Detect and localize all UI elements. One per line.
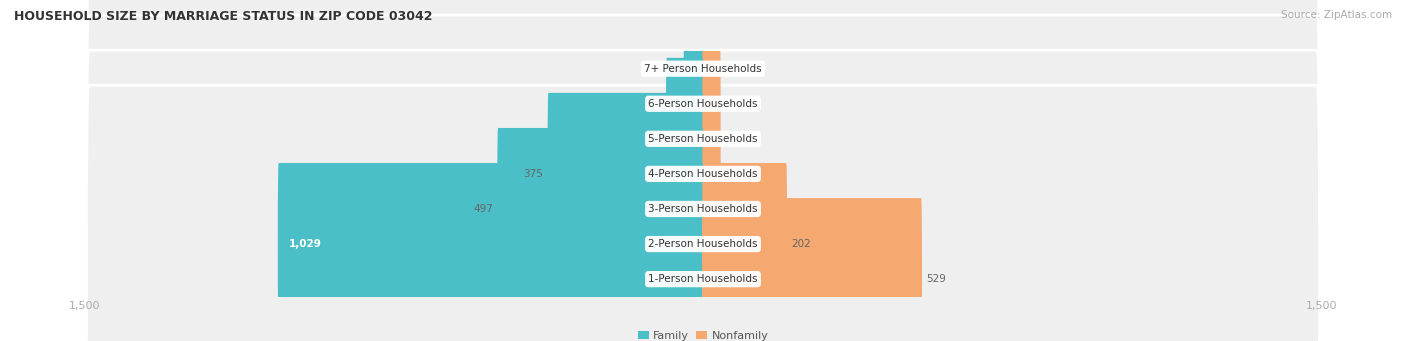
Text: 39: 39 xyxy=(669,64,682,74)
Text: 1,029: 1,029 xyxy=(288,239,322,249)
Text: 375: 375 xyxy=(523,169,543,179)
FancyBboxPatch shape xyxy=(86,0,1320,333)
FancyBboxPatch shape xyxy=(702,198,922,341)
Text: HOUSEHOLD SIZE BY MARRIAGE STATUS IN ZIP CODE 03042: HOUSEHOLD SIZE BY MARRIAGE STATUS IN ZIP… xyxy=(14,10,433,23)
FancyBboxPatch shape xyxy=(666,58,704,220)
FancyBboxPatch shape xyxy=(702,93,720,255)
Text: Source: ZipAtlas.com: Source: ZipAtlas.com xyxy=(1281,10,1392,20)
FancyBboxPatch shape xyxy=(702,0,720,150)
FancyBboxPatch shape xyxy=(86,0,1320,341)
FancyBboxPatch shape xyxy=(547,93,704,255)
Text: 5-Person Households: 5-Person Households xyxy=(648,134,758,144)
FancyBboxPatch shape xyxy=(86,0,1320,298)
FancyBboxPatch shape xyxy=(702,128,720,290)
FancyBboxPatch shape xyxy=(86,0,1320,263)
FancyBboxPatch shape xyxy=(86,15,1320,341)
Text: 0: 0 xyxy=(724,64,731,74)
FancyBboxPatch shape xyxy=(702,23,720,185)
Text: 3-Person Households: 3-Person Households xyxy=(648,204,758,214)
FancyBboxPatch shape xyxy=(278,163,704,325)
FancyBboxPatch shape xyxy=(498,128,704,290)
FancyBboxPatch shape xyxy=(683,23,704,185)
Text: 529: 529 xyxy=(927,274,946,284)
Text: 2-Person Households: 2-Person Households xyxy=(648,239,758,249)
Text: 0: 0 xyxy=(724,169,731,179)
FancyBboxPatch shape xyxy=(86,85,1320,341)
Text: 1-Person Households: 1-Person Households xyxy=(648,274,758,284)
Text: 0: 0 xyxy=(724,99,731,109)
FancyBboxPatch shape xyxy=(86,50,1320,341)
FancyBboxPatch shape xyxy=(702,163,787,325)
Text: 202: 202 xyxy=(792,239,811,249)
FancyBboxPatch shape xyxy=(702,58,720,220)
Text: 497: 497 xyxy=(474,204,494,214)
Text: 88: 88 xyxy=(648,134,662,144)
Text: 4-Person Households: 4-Person Households xyxy=(648,169,758,179)
Legend: Family, Nonfamily: Family, Nonfamily xyxy=(633,326,773,341)
FancyBboxPatch shape xyxy=(686,0,704,150)
Text: 37: 37 xyxy=(724,204,738,214)
Text: 0: 0 xyxy=(724,134,731,144)
Text: 45: 45 xyxy=(666,99,679,109)
Text: 6-Person Households: 6-Person Households xyxy=(648,99,758,109)
Text: 7+ Person Households: 7+ Person Households xyxy=(644,64,762,74)
